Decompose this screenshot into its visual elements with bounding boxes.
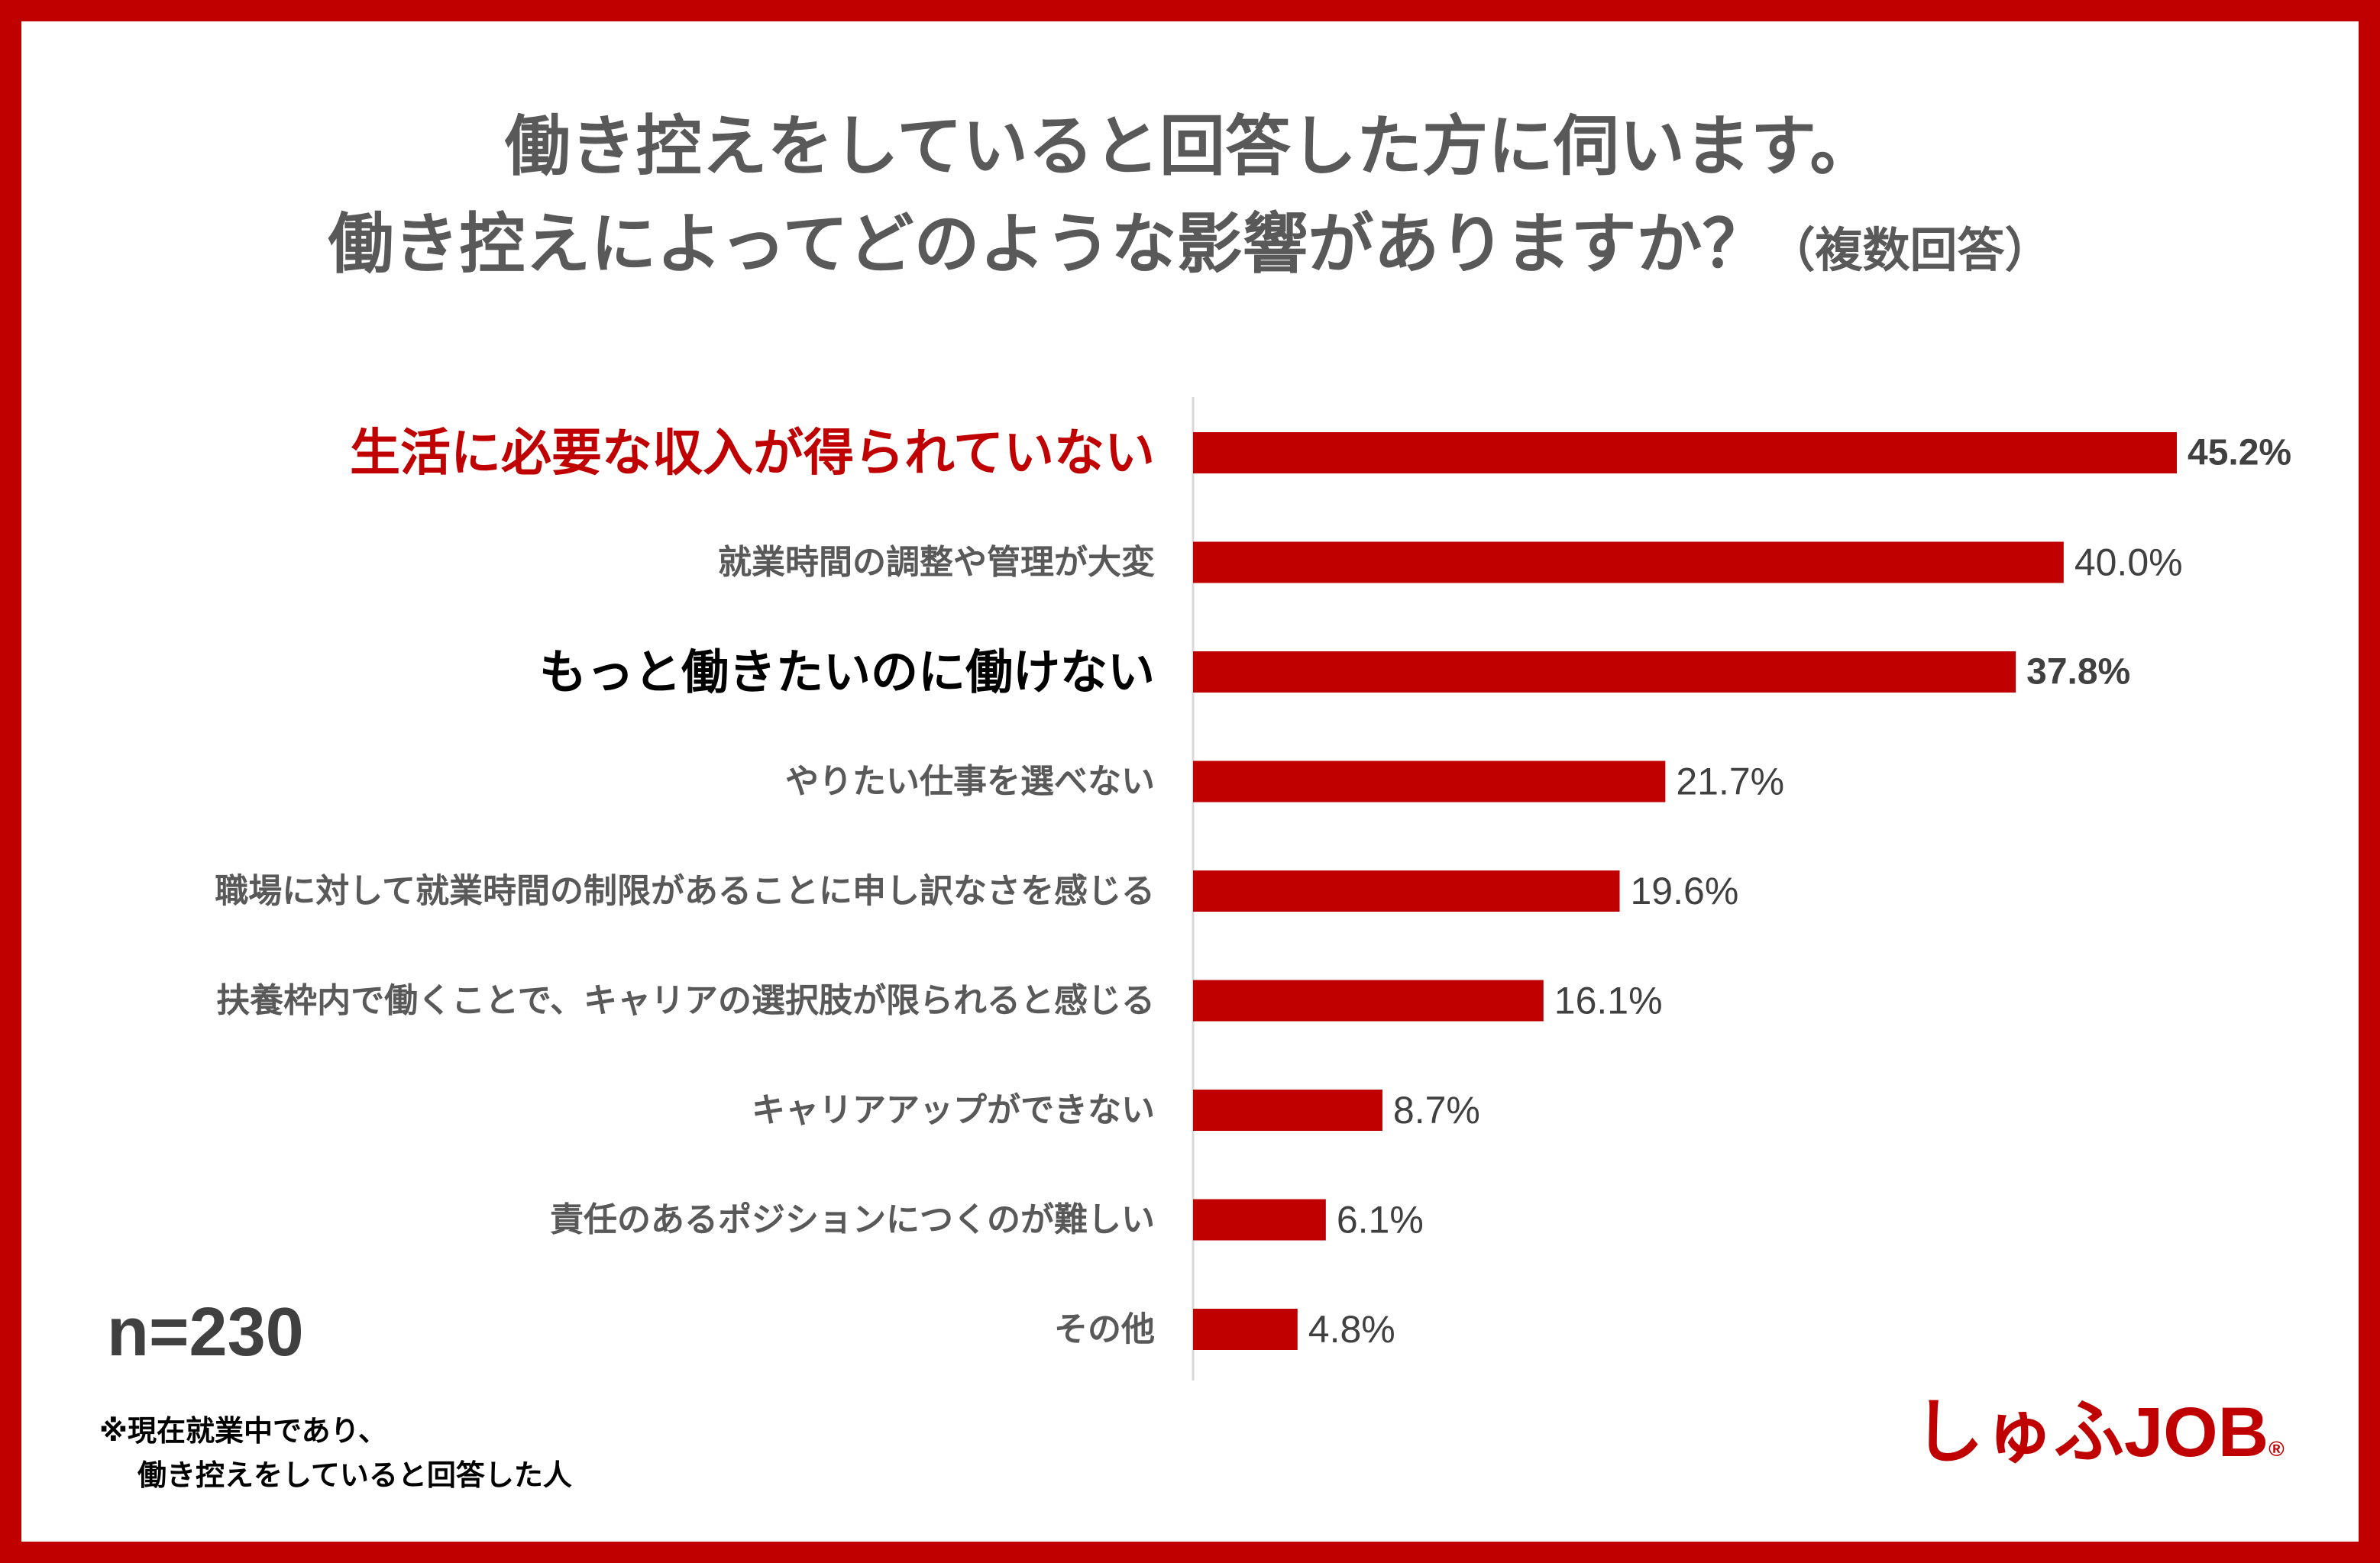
title-line-2: 働き控えによってどのような影響がありますか？（複数回答） xyxy=(0,195,2380,299)
bars xyxy=(1193,432,2177,1350)
value-label: 4.8% xyxy=(1308,1308,1395,1351)
value-label: 21.7% xyxy=(1676,761,1784,803)
chart-title: 働き控えをしていると回答した方に伺います。 働き控えによってどのような影響があり… xyxy=(0,98,2380,299)
value-label: 16.1% xyxy=(1554,980,1663,1022)
title-line-2-suffix: （複数回答） xyxy=(1767,222,2052,278)
bar xyxy=(1193,980,1544,1022)
value-label: 40.0% xyxy=(2074,541,2183,584)
category-label: キャリアアップができない xyxy=(752,1091,1155,1130)
title-line-2-main: 働き控えによってどのような影響がありますか？ xyxy=(328,206,1768,283)
value-label: 8.7% xyxy=(1393,1089,1480,1132)
footnote-line-1: ※現在就業中であり、 xyxy=(99,1414,388,1448)
category-label: 扶養枠内で働くことで、キャリアの選択肢が限られると感じる xyxy=(216,981,1155,1020)
category-label: 生活に必要な収入が得られていない xyxy=(350,424,1155,483)
title-line-1: 働き控えをしていると回答した方に伺います。 xyxy=(504,108,1876,185)
bar xyxy=(1193,1090,1382,1131)
category-label: 職場に対して就業時間の制限があることに申し訳なさを感じる xyxy=(215,872,1155,911)
category-label: その他 xyxy=(1054,1310,1155,1349)
category-label: もっと働きたいのに働けない xyxy=(539,644,1155,700)
value-label: 45.2% xyxy=(2188,433,2291,473)
category-label: 就業時間の調整や管理が大変 xyxy=(718,543,1155,582)
bar xyxy=(1193,651,2016,693)
logo-text: しゅふJOB xyxy=(1913,1393,2269,1471)
bar xyxy=(1193,541,2064,583)
footnote: ※現在就業中であり、 働き控えをしていると回答した人 xyxy=(99,1409,572,1497)
category-labels: 生活に必要な収入が得られていない就業時間の調整や管理が大変もっと働きたいのに働け… xyxy=(215,424,1155,1349)
bar xyxy=(1193,1309,1298,1350)
registered-mark: ® xyxy=(2268,1437,2285,1461)
footnote-line-2: 働き控えをしていると回答した人 xyxy=(137,1458,572,1492)
value-labels: 45.2% 40.0% 37.8% 21.7% 19.6% 16.1% 8.7% 6.1% 4.… xyxy=(1308,433,2291,1351)
bar xyxy=(1193,870,1620,912)
category-label: やりたい仕事を選べない xyxy=(785,762,1155,801)
bar xyxy=(1193,761,1666,802)
shufujob-logo: しゅふJOB® xyxy=(1913,1397,2285,1468)
value-label: 37.8% xyxy=(2026,652,2130,693)
value-label: 19.6% xyxy=(1631,870,1739,912)
sample-size: n=230 xyxy=(107,1294,304,1371)
category-label: 責任のあるポジションにつくのが難しい xyxy=(550,1200,1155,1239)
bar xyxy=(1193,1199,1326,1241)
bar xyxy=(1193,432,2177,473)
value-label: 6.1% xyxy=(1337,1199,1424,1242)
